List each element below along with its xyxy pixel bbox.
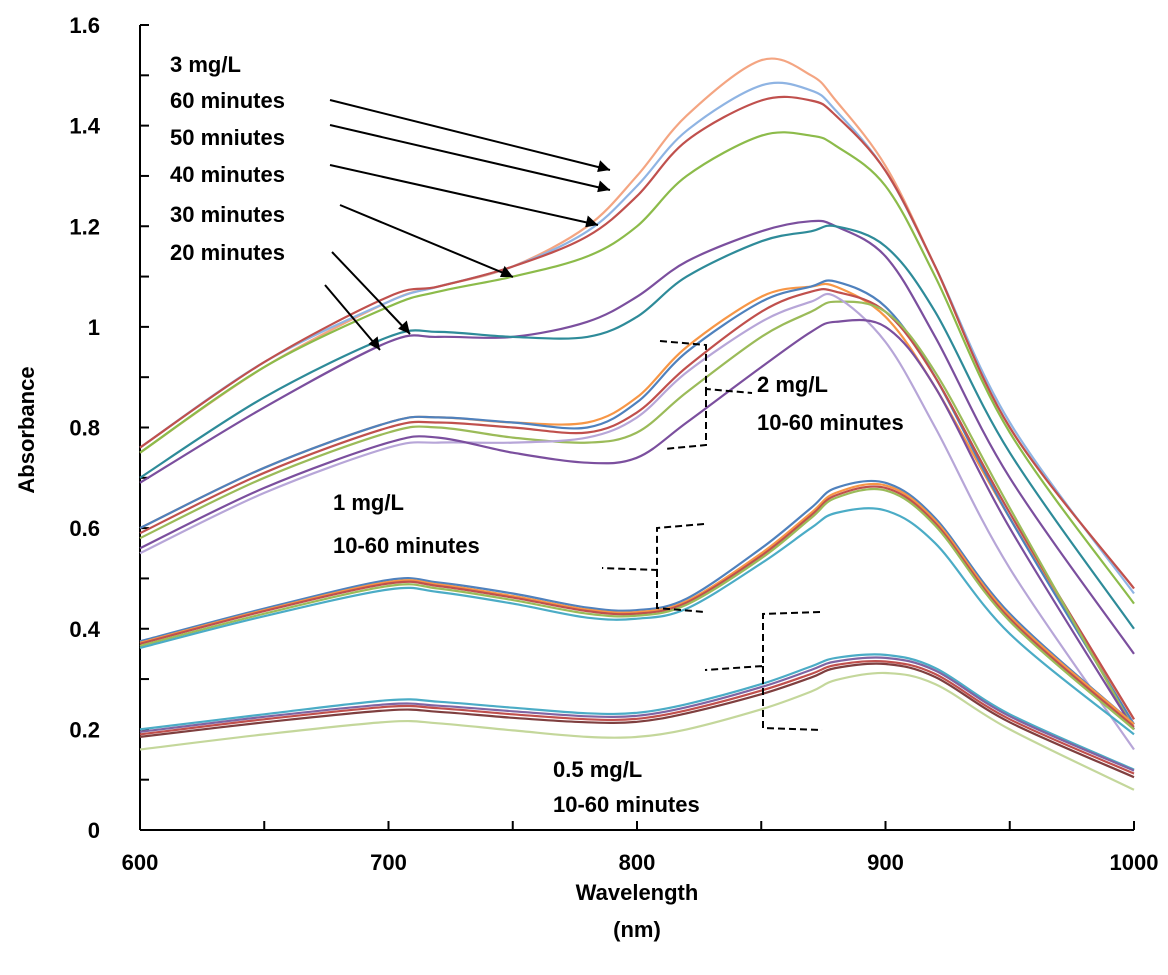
series-line-2	[139, 81, 1135, 595]
label-05mgL: 0.5 mg/L	[553, 757, 642, 782]
y-tick-label: 1.2	[69, 214, 100, 239]
series-line-14	[139, 482, 1135, 726]
y-axis-title: Absorbance	[14, 366, 39, 493]
series-line-9	[139, 288, 1135, 720]
y-tick-label: 0.4	[69, 617, 100, 642]
y-tick-label: 0	[88, 818, 100, 843]
annotation-labels: 3 mg/L 60 minutes 50 mniutes 40 minutes …	[170, 52, 904, 817]
series-line-17	[139, 507, 1135, 736]
label-05mgL-range: 10-60 minutes	[553, 792, 700, 817]
x-tick-labels: 600 700 800 900 1000	[122, 850, 1159, 875]
group-braces	[601, 340, 823, 731]
arrow-50-minutes	[329, 124, 611, 191]
series-line-18	[139, 653, 1135, 771]
y-tick-label: 1	[88, 315, 100, 340]
label-50-minutes: 50 mniutes	[170, 125, 285, 150]
series-line-21	[139, 662, 1135, 779]
arrow-20-minutes-b	[324, 284, 381, 351]
label-30-minutes: 30 minutes	[170, 202, 285, 227]
arrow-40-minutes	[329, 164, 599, 226]
x-tick-label: 600	[122, 850, 159, 875]
brace-2mgL	[659, 340, 753, 450]
y-tick-labels: 0 0.2 0.4 0.6 0.8 1 1.2 1.4 1.6	[69, 13, 100, 843]
x-tick-label: 1000	[1110, 850, 1159, 875]
series-line-20	[139, 659, 1135, 775]
x-tick-label: 700	[370, 850, 407, 875]
y-tick-label: 1.6	[69, 13, 100, 38]
series-line-13	[139, 479, 1135, 726]
x-tick-label: 900	[867, 850, 904, 875]
label-1mgL: 1 mg/L	[333, 490, 404, 515]
arrow-60-minutes	[329, 99, 611, 171]
series-line-5	[139, 219, 1135, 655]
label-1mgL-range: 10-60 minutes	[333, 533, 480, 558]
brace-1mgL	[601, 523, 706, 613]
series-line-16	[139, 487, 1135, 731]
y-tick-label: 1.4	[69, 114, 100, 139]
series-line-3	[139, 95, 1135, 590]
arrow-20-minutes-a	[331, 251, 411, 335]
arrowhead-30	[500, 265, 513, 278]
series-line-22	[139, 671, 1135, 791]
annotation-arrows	[324, 99, 611, 351]
y-tick-label: 0.6	[69, 516, 100, 541]
x-axis-title: Wavelength	[576, 880, 699, 905]
x-ticks	[139, 821, 1135, 830]
label-3mgL: 3 mg/L	[170, 52, 241, 77]
arrowhead-40	[585, 215, 598, 228]
arrowhead-20b	[368, 336, 380, 350]
series-line-12	[139, 318, 1135, 730]
arrow-30-minutes	[339, 204, 514, 278]
arrowhead-20a	[398, 320, 410, 334]
series-line-6	[139, 224, 1135, 630]
arrowhead-60	[597, 160, 610, 172]
arrowhead-50	[597, 180, 610, 193]
series-line-19	[139, 656, 1135, 772]
x-tick-label: 800	[619, 850, 656, 875]
series-line-10	[139, 300, 1135, 730]
series-line-11	[139, 292, 1135, 751]
label-20-minutes: 20 minutes	[170, 240, 285, 265]
series-group	[139, 57, 1135, 791]
series-line-4	[139, 131, 1135, 605]
x-axis-unit: (nm)	[613, 917, 661, 942]
y-tick-label: 0.2	[69, 717, 100, 742]
series-line-1	[139, 57, 1135, 590]
label-60-minutes: 60 minutes	[170, 88, 285, 113]
label-2mgL-range: 10-60 minutes	[757, 410, 904, 435]
label-40-minutes: 40 minutes	[170, 162, 285, 187]
series-line-15	[139, 485, 1135, 728]
label-2mgL: 2 mg/L	[757, 372, 828, 397]
brace-05mgL	[704, 611, 823, 731]
y-tick-label: 0.8	[69, 416, 100, 441]
y-ticks	[140, 24, 149, 831]
